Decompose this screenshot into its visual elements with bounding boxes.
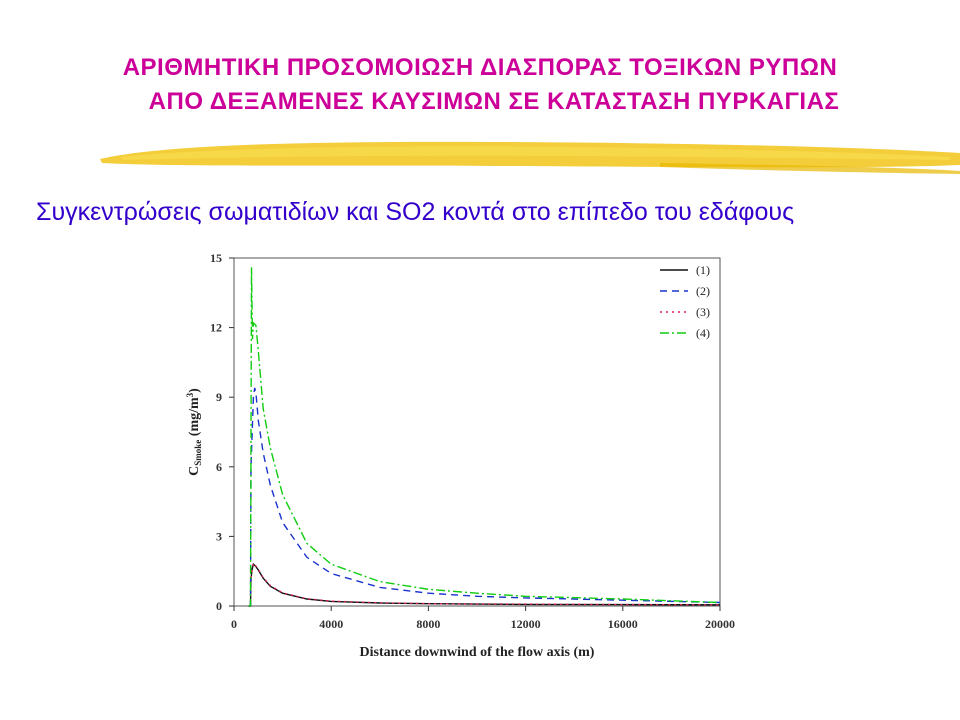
x-tick-label: 0 — [231, 617, 237, 631]
series-line-4 — [248, 267, 721, 607]
legend-label-4: (4) — [696, 326, 710, 340]
y-tick-label: 6 — [216, 460, 222, 474]
slide-title-line-1: ΑΡΙΘΜΗΤΙΚΗ ΠΡΟΣΟΜΟΙΩΣΗ ΔΙΑΣΠΟΡΑΣ ΤΟΞΙΚΩΝ… — [122, 54, 838, 81]
plot-background — [176, 244, 756, 666]
x-tick-label: 20000 — [705, 617, 735, 631]
y-tick-label: 0 — [216, 599, 222, 613]
brush-stroke-tail — [660, 163, 960, 174]
x-tick-label: 16000 — [608, 617, 638, 631]
slide-subtitle: Συγκεντρώσεις σωματιδίων και SO2 κοντά σ… — [36, 198, 795, 226]
x-tick-label: 8000 — [416, 617, 440, 631]
legend-label-3: (3) — [696, 305, 710, 319]
legend-label-1: (1) — [696, 263, 710, 277]
decorative-brush-stroke — [100, 141, 960, 174]
slide-title-line-2: ΑΠΟ ΔΕΞΑΜΕΝΕΣ ΚΑΥΣΙΜΩΝ ΣΕ ΚΑΤΑΣΤΑΣΗ ΠΥΡΚ… — [148, 88, 840, 115]
x-tick-label: 12000 — [511, 617, 541, 631]
x-tick-label: 4000 — [319, 617, 343, 631]
legend-label-2: (2) — [696, 284, 710, 298]
series-line-2 — [248, 387, 721, 607]
x-axis-label: Distance downwind of the flow axis (m) — [360, 645, 595, 660]
y-tick-label: 15 — [210, 251, 222, 265]
y-tick-label: 12 — [210, 321, 222, 335]
y-axis-label: CSmoke (mg/m3) — [185, 388, 203, 476]
plot-frame — [233, 257, 721, 607]
y-tick-label: 3 — [216, 529, 222, 543]
brush-stroke-highlight — [120, 146, 950, 160]
smoke-concentration-chart: 0 4000 8000 12000 16000 20000 0 3 6 9 12 15 Distance… — [176, 244, 756, 666]
y-tick-label: 9 — [216, 390, 222, 404]
